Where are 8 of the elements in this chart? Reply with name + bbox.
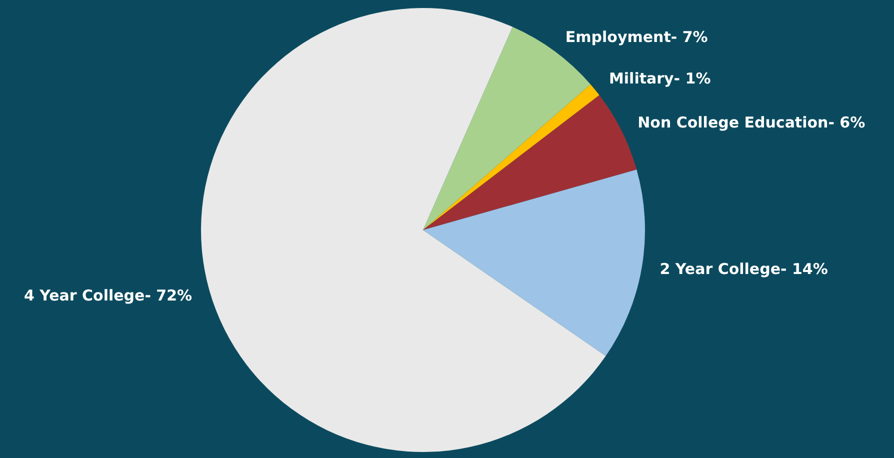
slice-label: 4 Year College- 72% [24,286,192,304]
pie-slice [423,170,645,356]
slice-label: Employment- 7% [565,28,708,46]
slice-label: 2 Year College- 14% [660,260,828,278]
pie-slice [423,95,637,230]
slice-label: Military- 1% [608,69,711,88]
slice-label: Non College Education- 6% [638,114,866,132]
pie-slice [423,84,600,230]
